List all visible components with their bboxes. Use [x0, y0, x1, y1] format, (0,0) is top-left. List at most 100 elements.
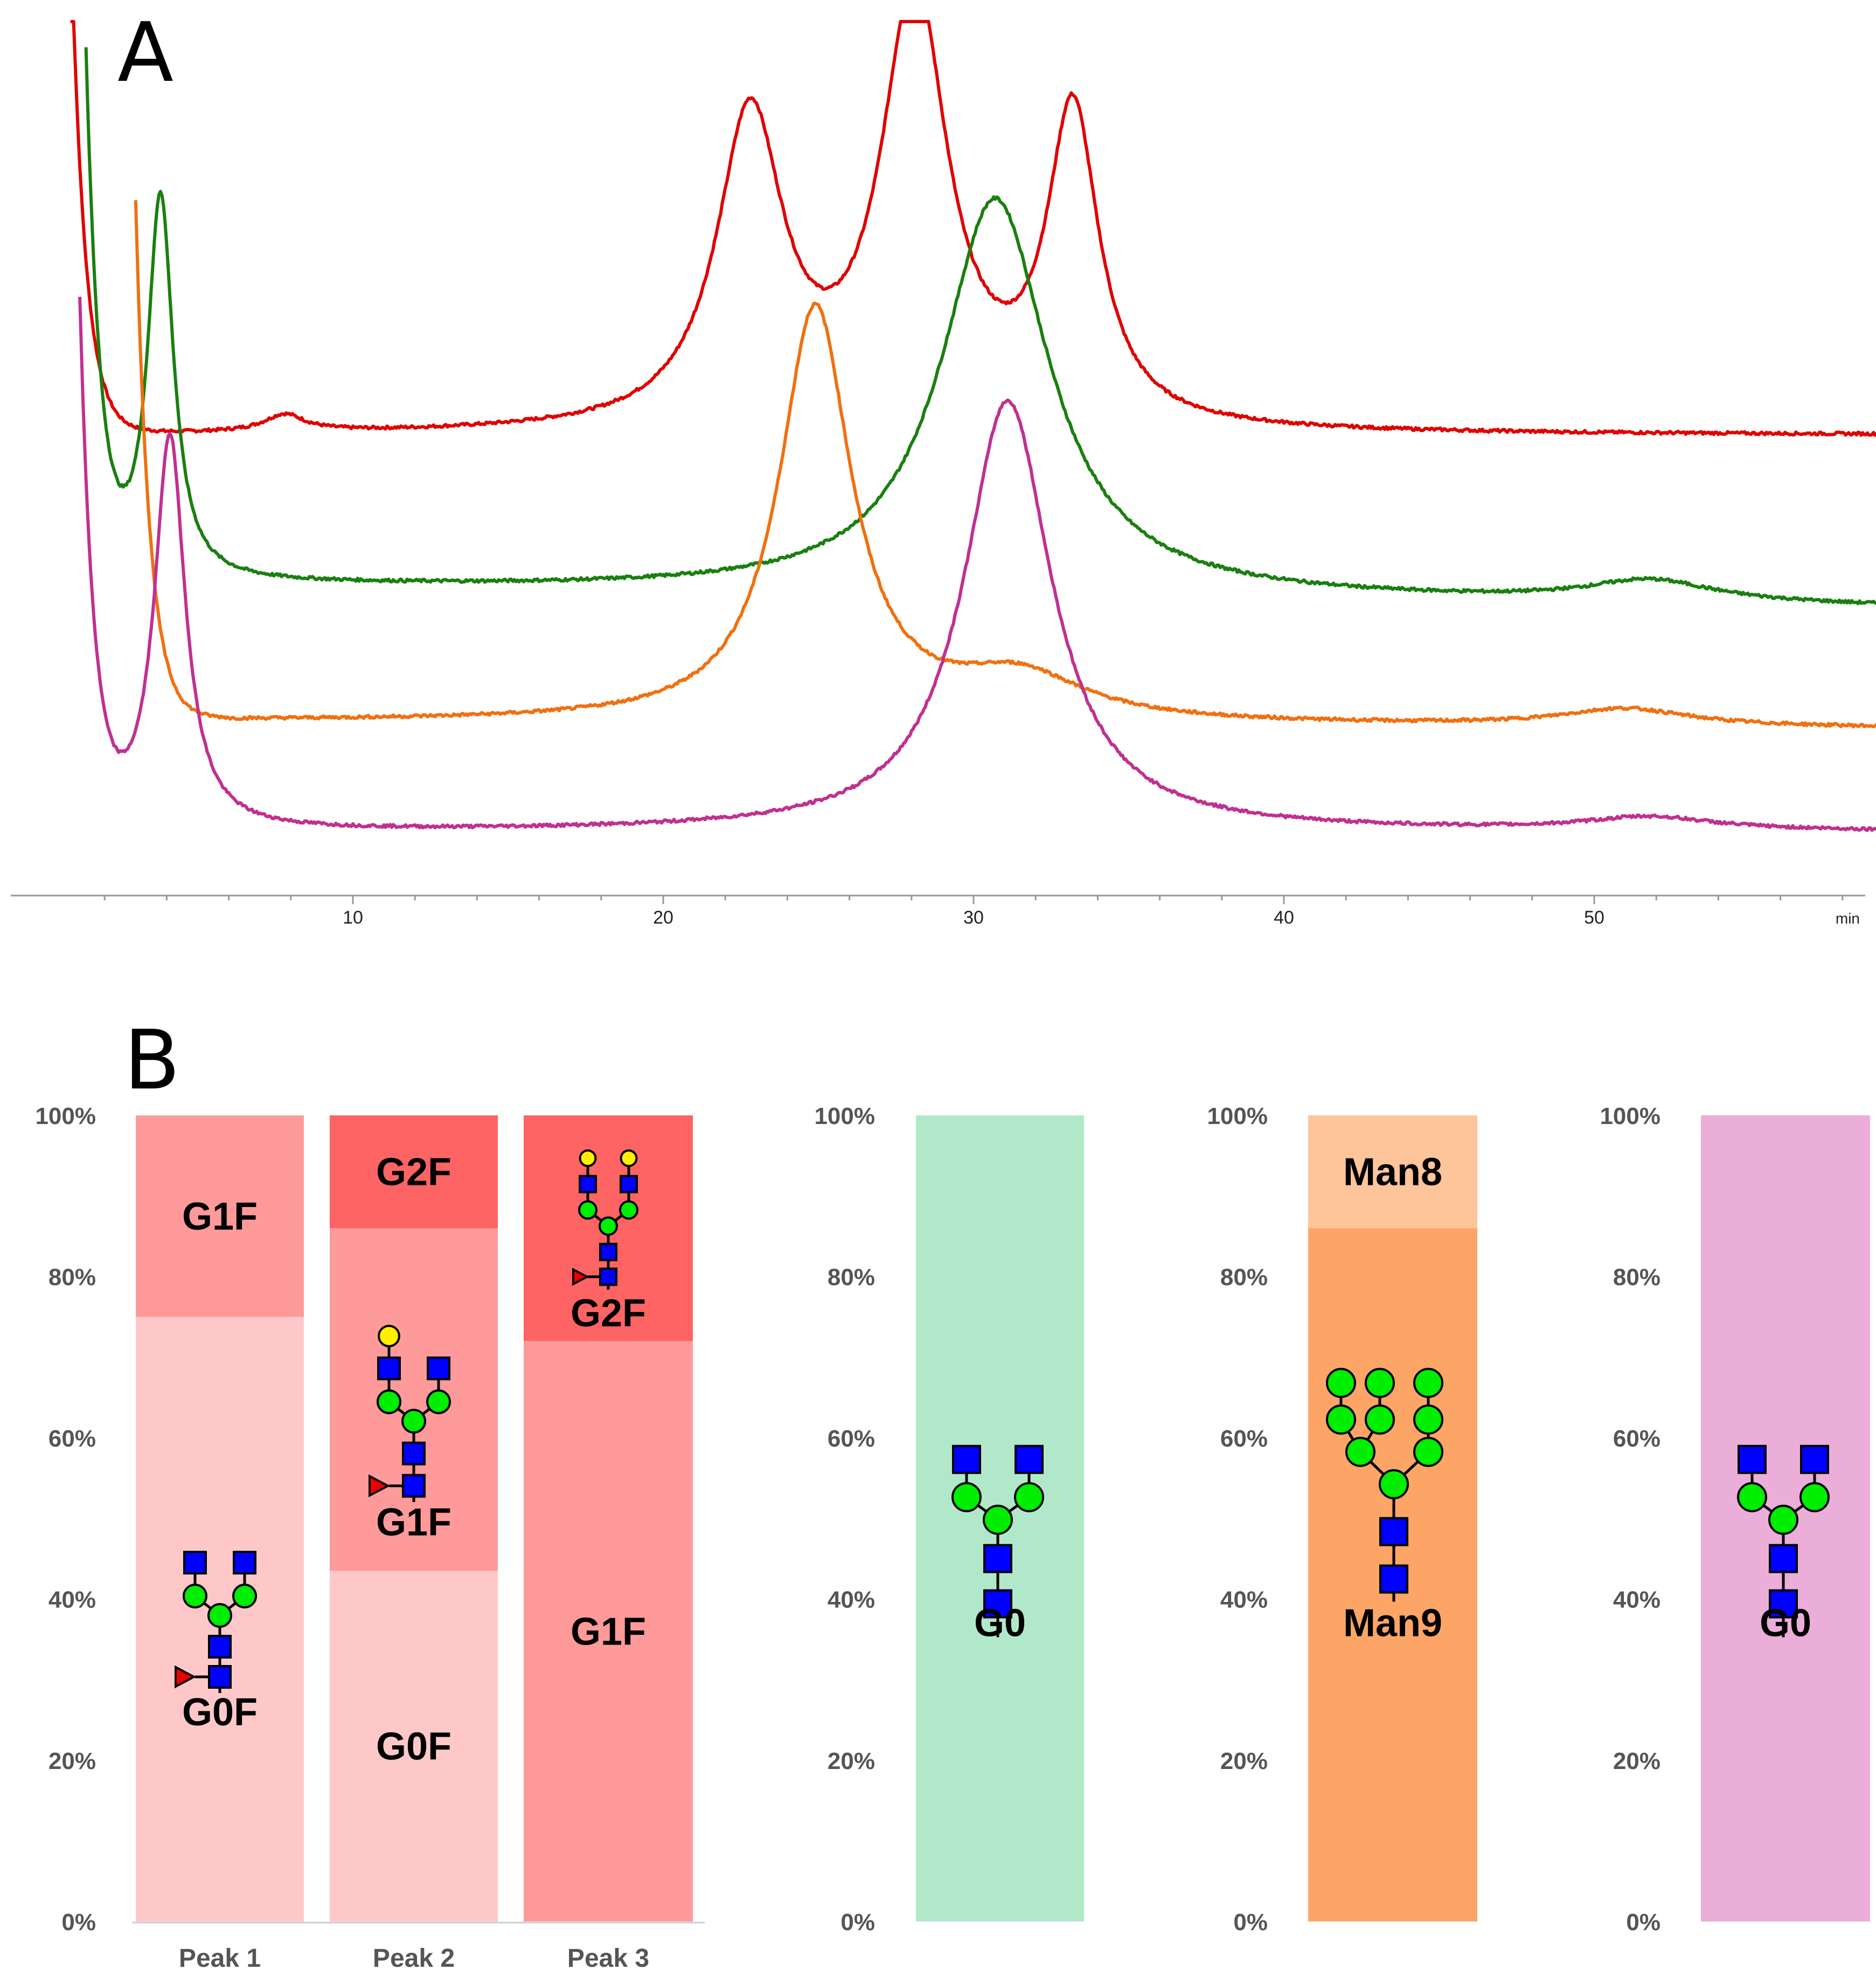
glcnac-square-icon: [983, 1544, 1012, 1573]
x-tick-label: 20: [653, 907, 673, 928]
mannose-circle-icon: [1737, 1482, 1767, 1513]
bar-chart-2: 0% 20% 40% 60% 80% 100% G0: [814, 1103, 1084, 1936]
stacked-bar: G0F G1F G2F Peak 2: [330, 1115, 498, 1973]
stacked-bar: G0: [916, 1115, 1084, 1921]
chromatogram-plot: 10 20 30 40 50 min: [11, 20, 1876, 928]
mannose-circle-icon: [951, 1482, 982, 1513]
x-axis-unit-label: min: [1836, 910, 1860, 927]
y-tick-label: 20%: [1613, 1748, 1660, 1774]
glycan-g0f-structure: [175, 1551, 257, 1693]
stacked-bar: G0F G1F Peak 1: [136, 1115, 304, 1973]
y-tick-label: 40%: [828, 1587, 875, 1613]
category-label: Peak 2: [373, 1944, 455, 1973]
mannose-circle-icon: [183, 1584, 207, 1608]
bar-chart-3: 0% 20% 40% 60% 80% 100% Man9 Man8: [1207, 1103, 1477, 1936]
glcnac-square-icon: [208, 1635, 232, 1659]
glcnac-square-icon: [208, 1665, 232, 1689]
x-tick-label: 50: [1584, 907, 1604, 928]
glcnac-square-icon: [1379, 1517, 1408, 1546]
segment-label: G0: [974, 1601, 1026, 1645]
y-tick-label: 20%: [1220, 1748, 1268, 1774]
y-tick-label: 60%: [1220, 1425, 1268, 1452]
mannose-circle-icon: [578, 1200, 597, 1220]
stacked-bar: G1F G2F Peak 3: [524, 1115, 693, 1973]
galactose-circle-icon: [378, 1324, 400, 1348]
trace-orange-trace: [134, 200, 1876, 729]
y-tick-label: 100%: [814, 1103, 875, 1129]
y-tick-label: 80%: [1220, 1264, 1268, 1291]
segment-label: G0F: [376, 1725, 451, 1768]
fucose-triangle-icon: [175, 1665, 197, 1689]
mannose-circle-icon: [207, 1603, 232, 1628]
bar-segment-g1f: [524, 1341, 693, 1921]
glycan-man9-structure: [1326, 1368, 1443, 1602]
mannose-circle-icon: [1768, 1504, 1798, 1535]
segment-label: G1F: [182, 1195, 258, 1238]
mannose-circle-icon: [1014, 1482, 1044, 1513]
glcnac-square-icon: [620, 1175, 638, 1194]
bar-segment-g1f: [330, 1228, 498, 1571]
glcnac-square-icon: [1800, 1445, 1829, 1474]
y-tick-label: 20%: [48, 1748, 96, 1774]
y-tick-label: 60%: [828, 1425, 875, 1452]
y-tick-label: 0%: [61, 1909, 96, 1936]
glcnac-square-icon: [1738, 1445, 1767, 1474]
galactose-circle-icon: [579, 1149, 597, 1167]
y-tick-label: 100%: [1207, 1103, 1268, 1129]
segment-label: G1F: [376, 1501, 451, 1544]
y-tick-label: 20%: [828, 1748, 875, 1774]
glcnac-square-icon: [183, 1551, 207, 1574]
y-tick-label: 0%: [1626, 1909, 1660, 1936]
mannose-circle-icon: [1365, 1368, 1395, 1398]
glcnac-square-icon: [579, 1175, 597, 1194]
x-tick-label: 40: [1274, 907, 1294, 928]
glcnac-square-icon: [983, 1589, 1012, 1619]
galactose-circle-icon: [620, 1149, 638, 1167]
fucose-triangle-icon: [369, 1474, 391, 1497]
trace-magenta-trace: [78, 296, 1876, 832]
y-tick-label: 80%: [48, 1264, 96, 1291]
segment-label: G2F: [571, 1292, 646, 1335]
mannose-circle-icon: [619, 1200, 638, 1220]
trace-green-trace: [84, 47, 1876, 606]
trace-red-trace: [70, 20, 1876, 437]
stacked-bar-charts: 0% 20% 40% 60% 80% 100% G0F G1F Peak 1 G0F G1F G2F P…: [35, 1103, 1870, 1973]
glcnac-square-icon: [952, 1445, 981, 1474]
glcnac-square-icon: [402, 1474, 426, 1498]
y-tick-label: 60%: [48, 1425, 96, 1452]
x-tick-label: 10: [343, 907, 363, 928]
mannose-circle-icon: [1379, 1469, 1409, 1500]
y-tick-label: 40%: [1220, 1587, 1268, 1613]
glcnac-square-icon: [377, 1356, 401, 1381]
segment-label: G1F: [571, 1610, 646, 1653]
bar-chart-1: 0% 20% 40% 60% 80% 100% G0F G1F Peak 1 G0F G1F G2F P…: [35, 1103, 705, 1973]
y-tick-label: 80%: [1613, 1264, 1660, 1291]
bar-segment-g2f: [330, 1115, 498, 1229]
glcnac-square-icon: [402, 1441, 426, 1466]
bar-segment-g0f: [330, 1571, 498, 1921]
y-tick-label: 0%: [1233, 1909, 1268, 1936]
fucose-triangle-icon: [572, 1267, 589, 1286]
mannose-circle-icon: [1326, 1368, 1356, 1398]
segment-label: Man9: [1343, 1601, 1442, 1645]
bar-segment-g1f: [136, 1115, 304, 1317]
stacked-bar: G0: [1701, 1115, 1870, 1921]
panel-a-label: A: [117, 5, 173, 100]
y-tick-label: 80%: [828, 1264, 875, 1291]
mannose-circle-icon: [1799, 1482, 1830, 1513]
mannose-circle-icon: [1413, 1437, 1443, 1467]
category-label: Peak 3: [567, 1944, 649, 1973]
glcnac-square-icon: [1769, 1589, 1798, 1619]
segment-label: G0: [1760, 1601, 1811, 1645]
mannose-circle-icon: [377, 1389, 401, 1414]
glcnac-square-icon: [1769, 1544, 1798, 1573]
glycan-g1f-structure: [369, 1324, 451, 1502]
y-tick-label: 100%: [35, 1103, 96, 1129]
x-tick-label: 30: [963, 907, 984, 928]
mannose-circle-icon: [983, 1504, 1013, 1535]
glcnac-square-icon: [599, 1243, 617, 1261]
y-tick-label: 100%: [1600, 1103, 1660, 1129]
segment-label: G2F: [376, 1151, 451, 1194]
glycan-g0-structure: [951, 1445, 1044, 1638]
